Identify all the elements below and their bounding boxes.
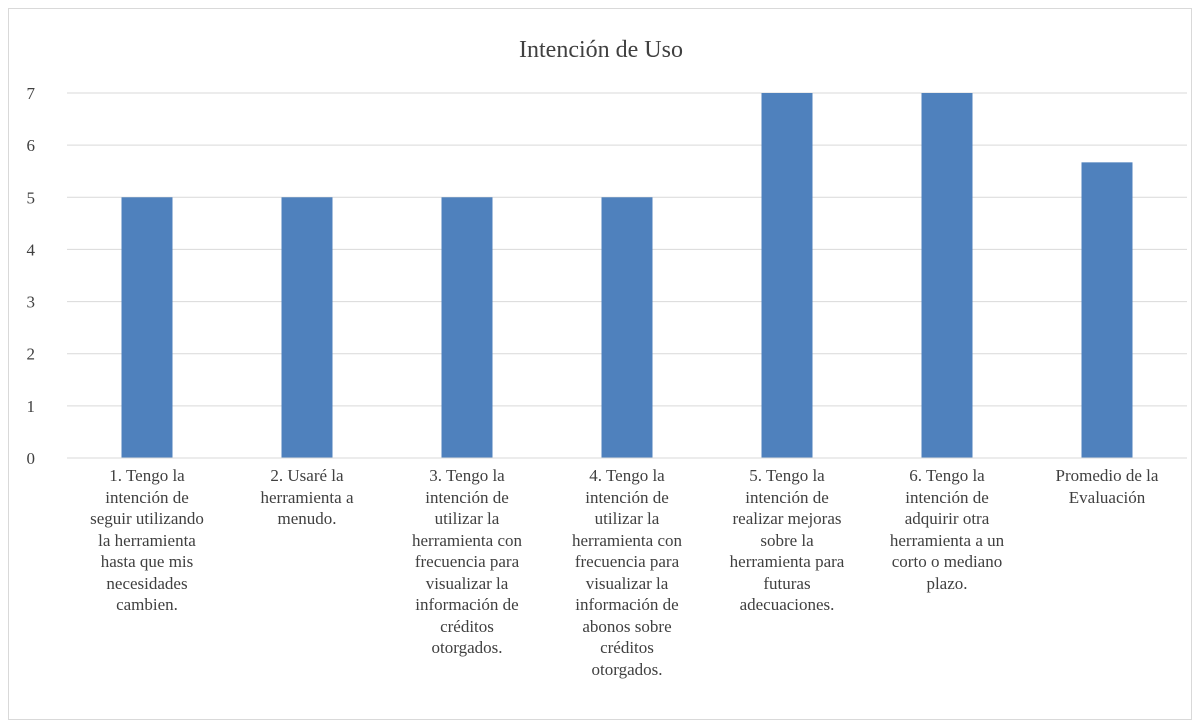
x-category-label: 3. Tengo la intención de utilizar la her… [412, 466, 522, 657]
x-category-label: 5. Tengo la intención de realizar mejora… [729, 466, 845, 614]
y-tick-label: 4 [27, 240, 36, 259]
bar [761, 93, 813, 458]
chart-title: Intención de Uso [519, 37, 683, 63]
bars [121, 93, 1133, 459]
y-tick-label: 7 [27, 84, 36, 103]
x-category-label: 6. Tengo la intención de adquirir otra h… [889, 466, 1005, 593]
y-tick-label: 0 [27, 449, 36, 468]
bar [921, 93, 973, 458]
bar [601, 197, 653, 459]
x-category-label: 2. Usaré la herramienta a menudo. [260, 466, 354, 528]
bar [281, 197, 333, 459]
chart-frame: Intención de Uso 0 1 2 3 4 5 6 7 1. Tengo la in… [8, 8, 1192, 720]
x-category-label: Promedio de la Evaluación [1055, 466, 1159, 507]
x-category-label: 4. Tengo la intención de utilizar la her… [572, 466, 682, 679]
x-category-label: 1. Tengo la intención de seguir utilizan… [90, 466, 204, 614]
y-tick-label: 5 [27, 188, 36, 207]
y-axis-ticks: 0 1 2 3 4 5 6 7 [27, 84, 36, 468]
y-tick-label: 1 [27, 397, 36, 416]
y-tick-label: 2 [27, 345, 36, 364]
chart-svg: Intención de Uso 0 1 2 3 4 5 6 7 [27, 37, 1187, 468]
bar [1081, 162, 1133, 458]
y-tick-label: 6 [27, 136, 36, 155]
bar [121, 197, 173, 459]
y-tick-label: 3 [27, 293, 36, 312]
bar [441, 197, 493, 459]
